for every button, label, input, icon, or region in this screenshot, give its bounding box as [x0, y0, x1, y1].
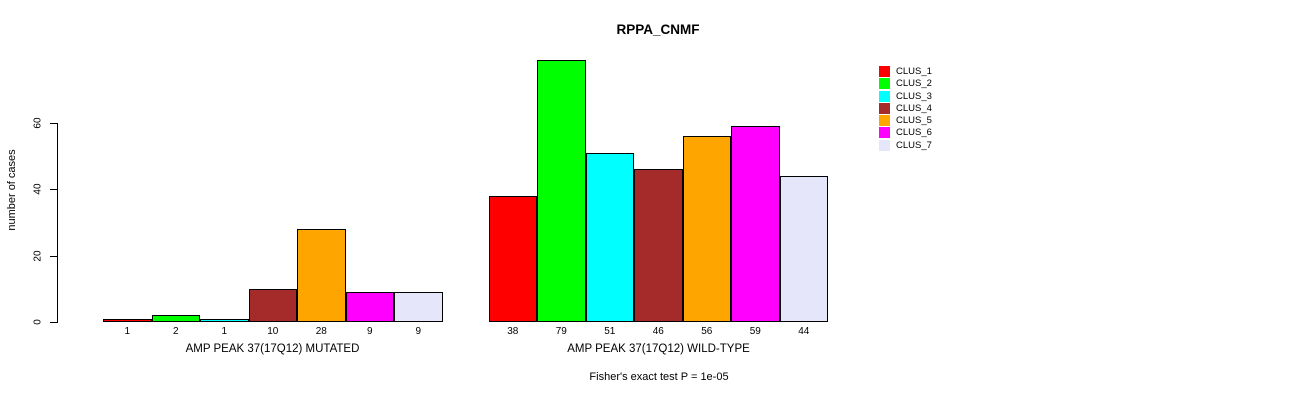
bar-value-label: 79 — [555, 326, 567, 337]
bar-clus_5-group1 — [297, 229, 346, 322]
bar-value-label: 10 — [267, 326, 279, 337]
legend-item-clus_7: CLUS_7 — [879, 139, 932, 151]
bar-clus_2-group2 — [537, 59, 586, 322]
bar-value-label: 1 — [221, 326, 228, 337]
bar-value-label: 1 — [124, 326, 131, 337]
legend-swatch — [879, 66, 890, 77]
legend-item-clus_4: CLUS_4 — [879, 102, 932, 114]
legend-item-clus_6: CLUS_6 — [879, 127, 932, 139]
bar-value-label: 2 — [172, 326, 179, 337]
y-axis-tick-label: 20 — [32, 250, 44, 262]
legend-swatch — [879, 115, 890, 127]
bar-clus_4-group2 — [634, 169, 683, 322]
bar-clus_4-group1 — [248, 288, 297, 322]
legend-label: CLUS_3 — [896, 90, 932, 102]
legend-label: CLUS_1 — [896, 66, 932, 77]
bar-value-label: 28 — [315, 326, 327, 337]
bar-value-label: 9 — [415, 326, 422, 337]
legend-item-clus_3: CLUS_3 — [879, 90, 932, 102]
bar-clus_7-group2 — [779, 176, 828, 322]
bar-clus_6-group2 — [731, 126, 780, 322]
bar-value-label: 9 — [366, 326, 373, 337]
y-axis-tick-label: 40 — [32, 183, 44, 195]
fisher-test-annotation: Fisher's exact test P = 1e-05 — [589, 371, 729, 383]
legend-item-clus_1: CLUS_1 — [879, 66, 932, 77]
y-axis-tick — [50, 322, 57, 323]
legend-label: CLUS_7 — [896, 139, 932, 151]
legend-swatch — [879, 127, 890, 139]
bar-value-label: 46 — [652, 326, 664, 337]
group-label-wild-type: AMP PEAK 37(17Q12) WILD-TYPE — [567, 343, 750, 355]
y-axis-tick — [50, 255, 57, 257]
bar-value-label: 56 — [701, 326, 713, 337]
bar-clus_1-group1 — [103, 318, 152, 322]
bar-clus_6-group1 — [345, 292, 394, 322]
legend: CLUS_1 CLUS_2 CLUS_3 CLUS_4 CLUS_5 CLUS_6 CLUS… — [879, 66, 932, 152]
bar-clus_3-group2 — [585, 152, 634, 322]
legend-swatch — [879, 139, 890, 151]
y-axis-tick — [50, 189, 57, 191]
legend-swatch — [879, 102, 890, 114]
bar-value-label: 44 — [798, 326, 810, 337]
legend-item-clus_5: CLUS_5 — [879, 115, 932, 127]
legend-swatch — [879, 90, 890, 102]
y-axis-tick-label: 60 — [32, 117, 44, 129]
legend-label: CLUS_4 — [896, 102, 932, 114]
bar-clus_3-group1 — [200, 318, 249, 322]
legend-item-clus_2: CLUS_2 — [879, 78, 932, 90]
bar-value-label: 59 — [749, 326, 761, 337]
bar-clus_2-group1 — [151, 315, 200, 322]
chart-title: RPPA_CNMF — [616, 22, 700, 37]
group-label-mutated: AMP PEAK 37(17Q12) MUTATED — [185, 343, 360, 355]
legend-swatch — [879, 78, 890, 90]
bar-value-label: 38 — [507, 326, 519, 337]
bar-clus_5-group2 — [682, 136, 731, 322]
bar-clus_1-group2 — [488, 195, 537, 322]
bar-clus_7-group1 — [394, 292, 443, 322]
y-axis-tick-label: 0 — [32, 319, 44, 325]
y-axis-label: number of cases — [6, 149, 18, 231]
bar-value-label: 51 — [604, 326, 616, 337]
legend-label: CLUS_2 — [896, 78, 932, 90]
y-axis-line — [57, 123, 58, 323]
legend-label: CLUS_5 — [896, 115, 932, 127]
legend-label: CLUS_6 — [896, 127, 932, 139]
y-axis-tick — [50, 123, 57, 124]
